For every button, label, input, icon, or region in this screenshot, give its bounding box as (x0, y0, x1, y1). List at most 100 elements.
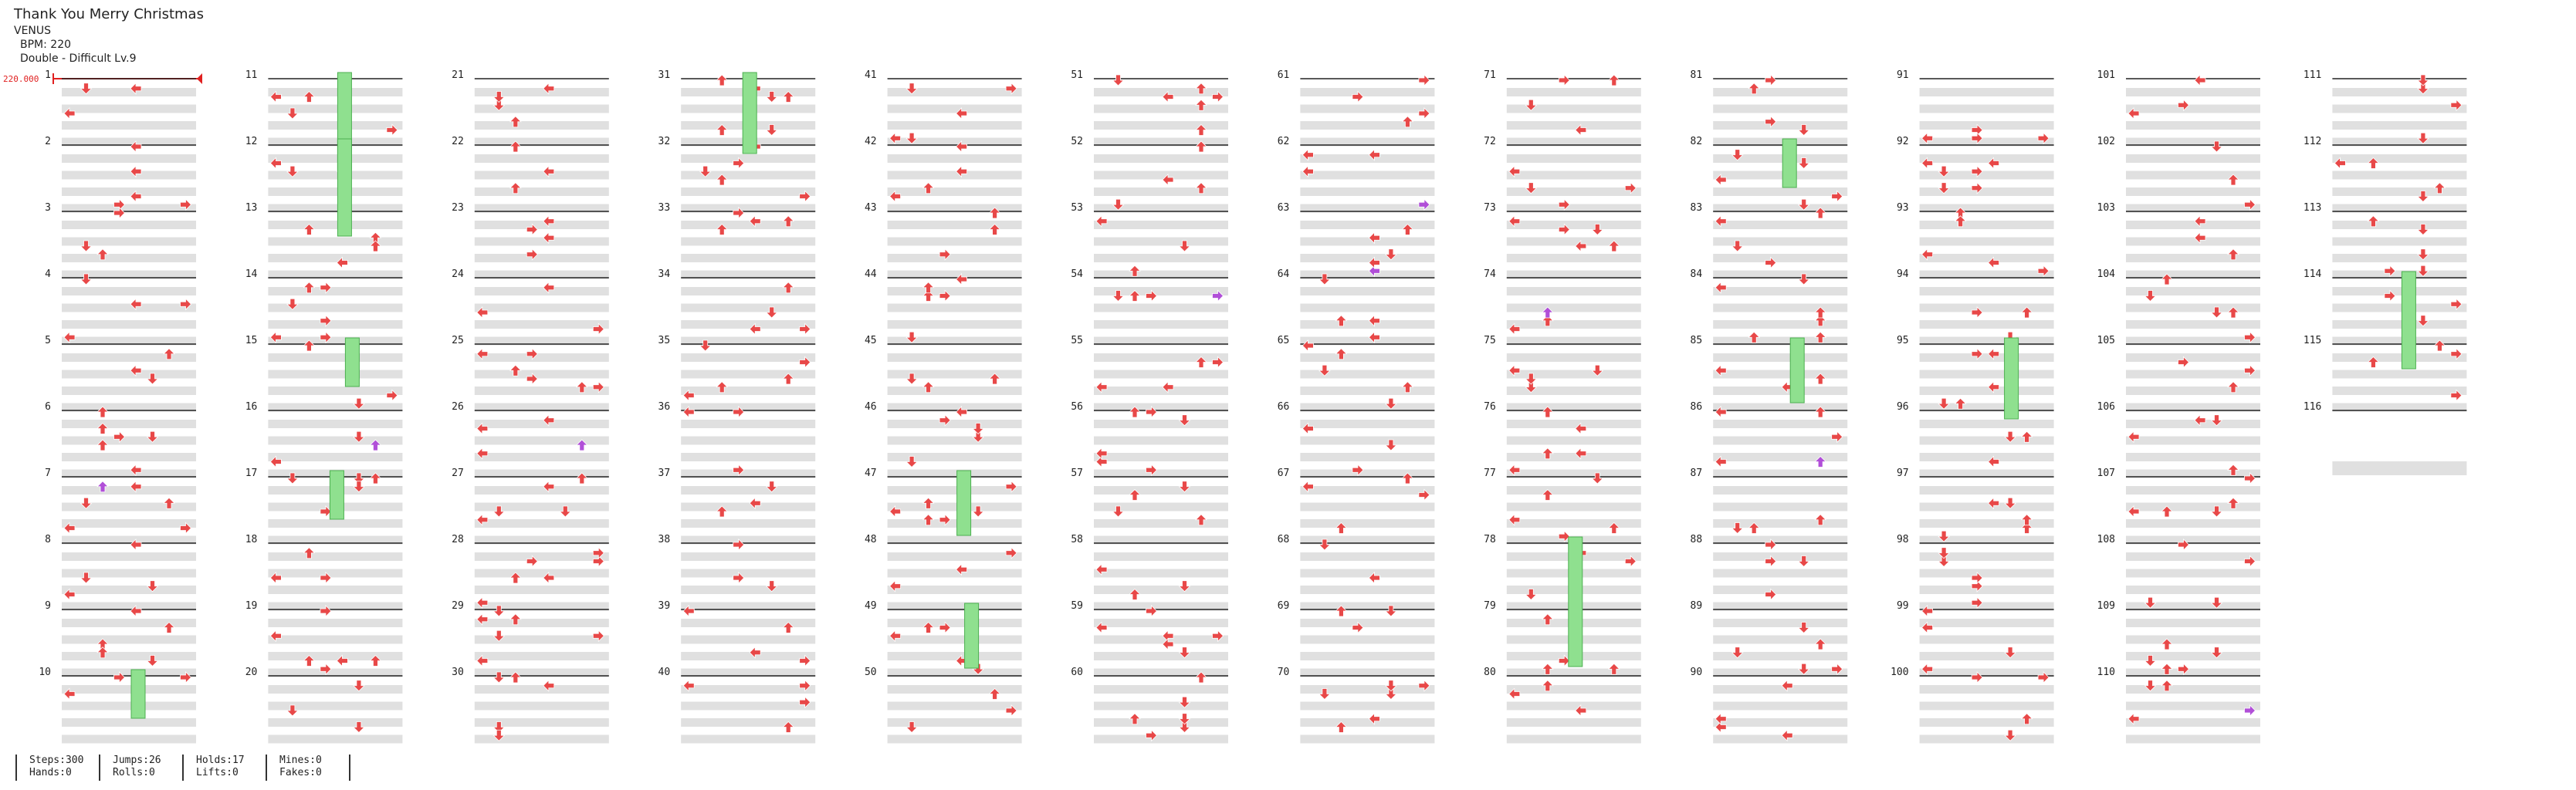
measure-number: 21 (452, 69, 464, 81)
song-bpm: BPM: 220 (20, 39, 72, 51)
beat-band (681, 170, 816, 180)
beat-band (1094, 519, 1228, 528)
measure-49: 49 (865, 600, 1022, 677)
beat-band (268, 387, 403, 395)
beat-band (2126, 121, 2260, 130)
beat-band (681, 270, 816, 279)
measure-number: 15 (245, 335, 258, 346)
step-arrow-icon (1558, 223, 1570, 236)
measure-number: 35 (658, 335, 671, 346)
beat-band (474, 187, 609, 196)
step-arrow-icon (1541, 315, 1554, 327)
beat-band (1094, 602, 1228, 611)
step-arrow-icon (130, 190, 142, 203)
measure-84: 84 (1691, 268, 1848, 346)
step-arrow-icon (799, 679, 811, 692)
step-arrow-icon (1508, 464, 1521, 477)
beat-band (268, 552, 403, 561)
beat-band (1094, 104, 1228, 113)
step-arrow-icon (1178, 481, 1191, 493)
step-arrow-icon (1005, 82, 1017, 95)
beat-band (1919, 535, 2054, 545)
measure-number: 5 (45, 335, 51, 346)
step-arrow-icon (476, 306, 489, 319)
beat-band (1506, 420, 1641, 428)
step-arrow-icon (2450, 347, 2463, 360)
beat-band (62, 453, 196, 461)
beat-band (2332, 121, 2467, 130)
beat-band (681, 535, 816, 545)
step-arrow-icon (1368, 712, 1380, 725)
measure-number: 66 (1278, 401, 1290, 413)
step-arrow-icon (130, 480, 142, 493)
step-arrow-icon (1129, 265, 1141, 277)
beat-band (1713, 237, 1848, 246)
step-arrow-icon (1318, 273, 1331, 285)
step-arrow-icon (2004, 430, 2017, 443)
beat-band (474, 420, 609, 428)
step-arrow-icon (988, 687, 1001, 700)
measure-112: 112 (2304, 136, 2467, 213)
measure-92: 92 (1897, 136, 2054, 213)
beat-band (62, 387, 196, 395)
beat-band (268, 270, 403, 279)
beat-band (1713, 336, 1848, 346)
beat-band (1094, 535, 1228, 545)
measure-100: 100 (1891, 667, 2054, 744)
step-arrow-icon (1112, 505, 1125, 518)
measure-96: 96 (1897, 401, 2054, 478)
step-arrow-icon (2161, 273, 2173, 285)
measure-number: 49 (865, 600, 877, 612)
beat-band (1506, 221, 1641, 229)
measure-95: 95 (1897, 335, 2054, 412)
step-arrow-icon (493, 630, 506, 642)
beat-band (474, 154, 609, 163)
beat-band (1094, 320, 1228, 329)
step-arrow-icon (782, 90, 795, 103)
measure-number: 116 (2304, 401, 2321, 413)
beat-band (268, 320, 403, 329)
beat-band (62, 154, 196, 163)
beat-band (2126, 303, 2260, 312)
step-arrow-icon (2384, 289, 2396, 302)
step-arrow-icon (352, 721, 365, 734)
measure-number: 81 (1691, 69, 1703, 81)
step-arrow-icon (509, 572, 522, 584)
beat-band (62, 569, 196, 578)
measure-number: 77 (1484, 468, 1496, 479)
beat-band (2126, 552, 2260, 561)
beat-band (1300, 121, 1435, 130)
stat-steps: Steps:300 (29, 755, 84, 766)
beat-band (268, 221, 403, 229)
step-arrow-icon (2450, 389, 2463, 402)
measure-number: 8 (45, 534, 51, 545)
step-arrow-icon (1368, 572, 1380, 584)
beat-band (474, 121, 609, 130)
stat-hands: Hands:0 (29, 767, 72, 778)
step-arrow-icon (1765, 115, 1777, 128)
step-arrow-icon (1335, 605, 1348, 617)
step-arrow-icon (1971, 596, 1983, 609)
beat-band (1300, 370, 1435, 379)
measure-number: 97 (1897, 468, 1909, 479)
beat-band (62, 685, 196, 694)
beat-band (62, 502, 196, 511)
measure-number: 75 (1484, 335, 1496, 346)
measure-7: 7 (45, 468, 196, 545)
hold-bar (1782, 138, 1797, 188)
beat-band (681, 336, 816, 346)
beat-band (1094, 303, 1228, 312)
beat-band (62, 237, 196, 246)
step-arrow-icon (1814, 514, 1827, 526)
beat-band (62, 420, 196, 428)
measure-number: 113 (2304, 202, 2321, 214)
beat-band (474, 287, 609, 295)
step-arrow-icon (1302, 480, 1314, 493)
beat-band (1094, 635, 1228, 644)
step-arrow-icon (1591, 472, 1604, 484)
step-arrow-icon (130, 464, 142, 477)
measure-number: 90 (1691, 667, 1703, 678)
step-arrow-icon (476, 596, 489, 609)
beat-band (1300, 254, 1435, 262)
step-arrow-icon (336, 654, 348, 667)
